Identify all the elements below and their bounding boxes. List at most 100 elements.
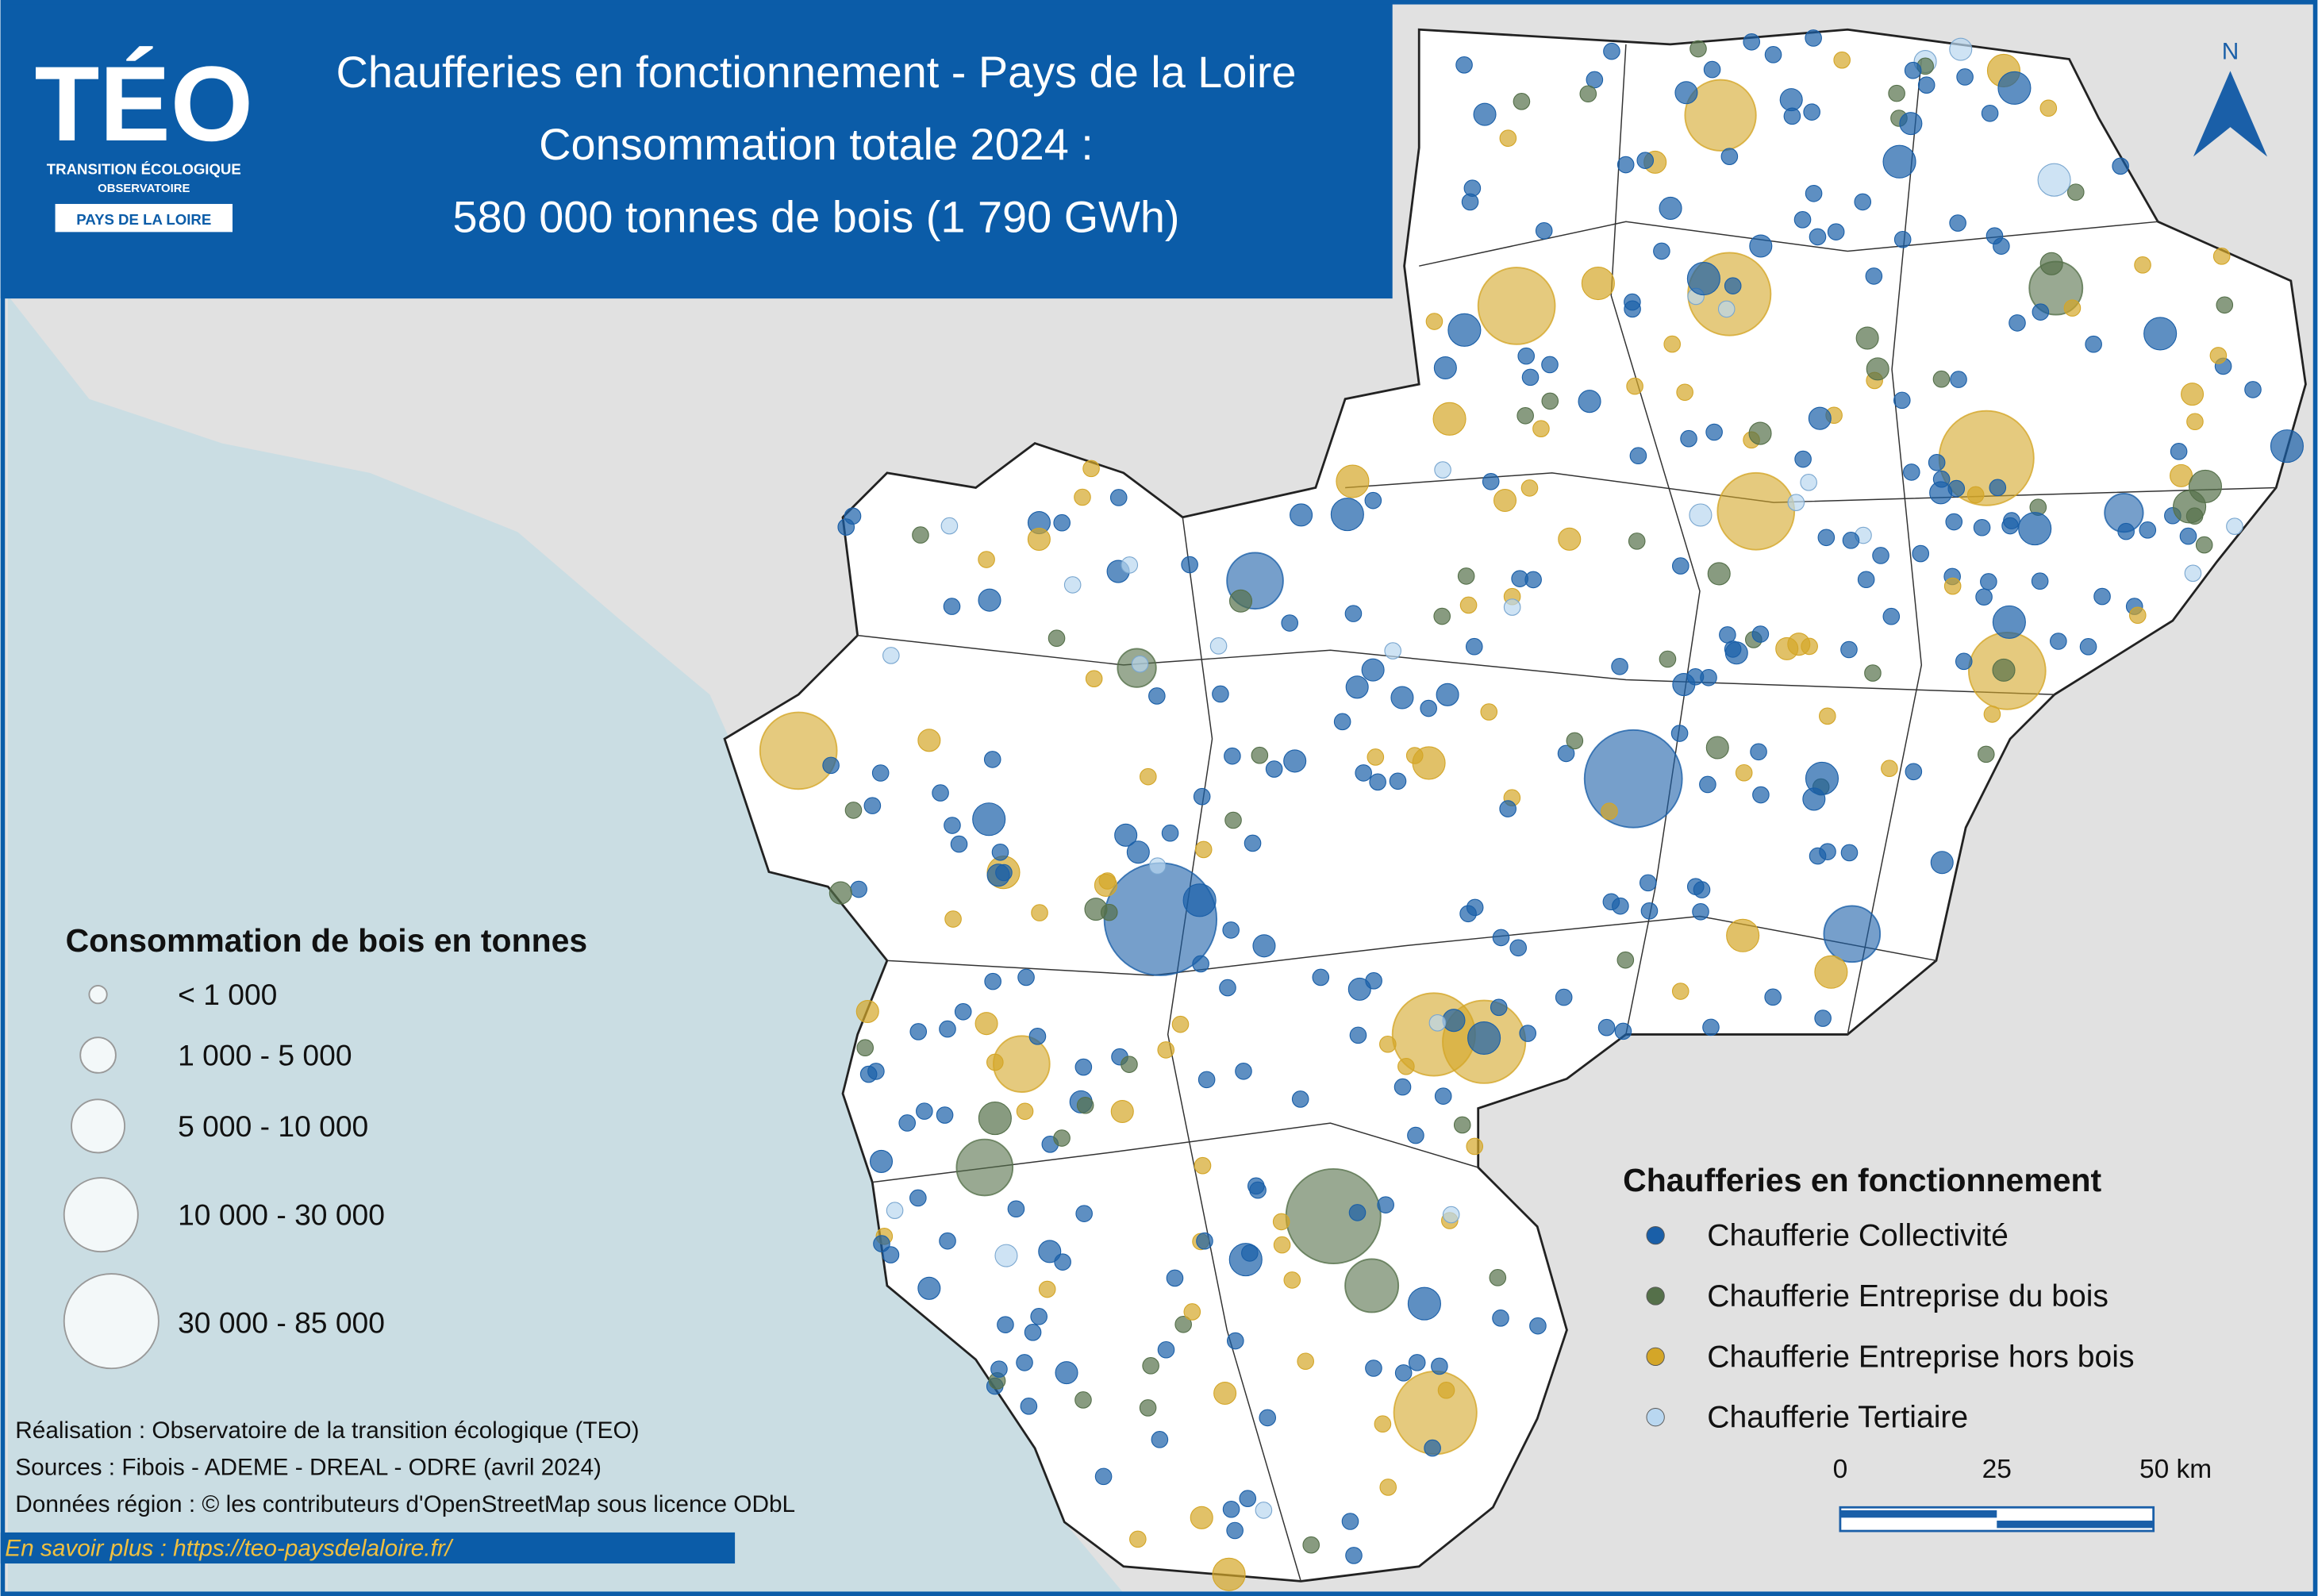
link[interactable]: En savoir plus : https://teo-paysdelaloi… <box>5 1536 454 1562</box>
heating-plant <box>1110 1099 1134 1124</box>
heating-plant <box>1374 1415 1392 1433</box>
heating-plant <box>1814 1010 1832 1027</box>
heating-plant <box>954 1002 972 1021</box>
heating-plant <box>1705 423 1723 441</box>
size-class-label: 10 000 - 30 000 <box>178 1198 385 1232</box>
heating-plant <box>1349 1026 1367 1044</box>
heating-plant <box>1671 557 1689 575</box>
heating-plant <box>1244 834 1262 852</box>
heating-plant <box>1390 686 1414 710</box>
heating-plant <box>1142 1357 1159 1375</box>
heating-plant <box>1855 326 1879 350</box>
heating-plant <box>1365 1359 1382 1377</box>
heating-plant <box>1686 262 1720 296</box>
heating-plant <box>1389 772 1407 790</box>
heating-plant <box>1993 237 2010 255</box>
heating-plant <box>1139 1399 1157 1417</box>
heating-plant <box>1865 267 1883 285</box>
heating-plant <box>917 1276 941 1300</box>
heating-plant <box>1212 1557 1246 1591</box>
heating-plant <box>1702 1018 1720 1036</box>
heating-plant <box>1801 637 1818 656</box>
heating-plant <box>1459 596 1478 614</box>
heating-plant <box>1943 577 1962 595</box>
heating-plant <box>1800 474 1817 491</box>
heating-plant <box>2244 381 2262 398</box>
heating-plant <box>1436 683 1459 706</box>
heating-plant <box>2009 314 2026 332</box>
heating-plant <box>1393 1078 1412 1096</box>
heating-plant <box>1209 637 1228 655</box>
heating-plant <box>1241 1244 1259 1262</box>
size-symbol <box>71 1098 126 1154</box>
heating-plant <box>1928 453 1946 471</box>
heating-plant <box>1519 1025 1537 1042</box>
heating-plant <box>1752 786 1770 804</box>
heating-plant <box>1345 675 1369 699</box>
heating-plant <box>1174 1315 1192 1333</box>
heating-plant <box>1724 277 1742 294</box>
heating-plant <box>1793 211 1812 229</box>
heating-plant <box>1882 144 1916 179</box>
heating-plant <box>990 1360 1008 1378</box>
heating-plant <box>1425 313 1443 330</box>
heating-plant <box>1521 368 1540 387</box>
heating-plant <box>1864 664 1882 682</box>
heating-plant <box>916 1102 933 1120</box>
heating-plant <box>873 1235 890 1252</box>
heating-plant <box>1932 470 1951 488</box>
heating-plant <box>2184 564 2202 583</box>
heating-plant <box>1997 71 2032 105</box>
heating-plant <box>1805 29 1822 47</box>
heating-plant <box>1749 234 1773 258</box>
heating-plant <box>1805 761 1839 795</box>
heating-plant <box>1377 1196 1394 1213</box>
heating-plant <box>1676 383 1693 402</box>
heating-plant <box>1823 905 1882 963</box>
heating-plant <box>2188 469 2222 503</box>
heating-plant <box>1148 857 1167 875</box>
heating-plant <box>1151 1431 1169 1448</box>
heating-plant <box>2128 606 2147 625</box>
heating-plant <box>1434 461 1451 479</box>
heating-plant <box>1433 356 1457 379</box>
heating-plant <box>1407 1126 1424 1144</box>
size-class-label: 5 000 - 10 000 <box>178 1110 368 1143</box>
heating-plant <box>1949 37 1973 61</box>
heating-plant <box>1717 300 1736 318</box>
heating-plant <box>1126 840 1150 864</box>
heating-plant <box>1803 103 1820 121</box>
heating-plant <box>1720 148 1739 165</box>
heating-plant <box>1408 1354 1426 1371</box>
heating-plant <box>1509 939 1528 957</box>
heating-plant <box>1981 104 1999 122</box>
type-legend: Chaufferie Collectivité Chaufferie Entrep… <box>1646 1219 2135 1435</box>
heating-plant <box>1048 629 1066 648</box>
heating-plant <box>1992 658 2016 682</box>
heating-plant <box>2031 572 2049 590</box>
heating-plant <box>909 1023 928 1040</box>
heating-plant <box>1114 823 1138 847</box>
heating-plant <box>1457 567 1475 585</box>
heating-plant <box>1129 1530 1147 1548</box>
type-label: Chaufferie Entreprise hors bois <box>1707 1340 2134 1374</box>
heating-plant <box>1312 968 1330 986</box>
heating-plant <box>932 784 949 802</box>
header-box <box>0 0 1393 299</box>
heating-plant <box>1949 214 1966 232</box>
heating-plant <box>1764 988 1782 1006</box>
heating-plant <box>1265 760 1283 778</box>
heating-plant <box>1131 655 1149 673</box>
heating-plant <box>1603 42 1620 60</box>
boundary <box>1847 59 1923 1035</box>
heating-plant <box>2003 512 2020 529</box>
heating-plant <box>1283 1271 1301 1289</box>
heating-plant <box>955 1138 1014 1197</box>
heating-plant <box>936 1106 954 1124</box>
heating-plant <box>1989 479 2007 497</box>
heating-plant <box>1882 607 1901 625</box>
heating-plant <box>1094 1467 1113 1486</box>
heating-plant <box>997 1316 1014 1333</box>
heating-plant <box>1809 228 1827 246</box>
